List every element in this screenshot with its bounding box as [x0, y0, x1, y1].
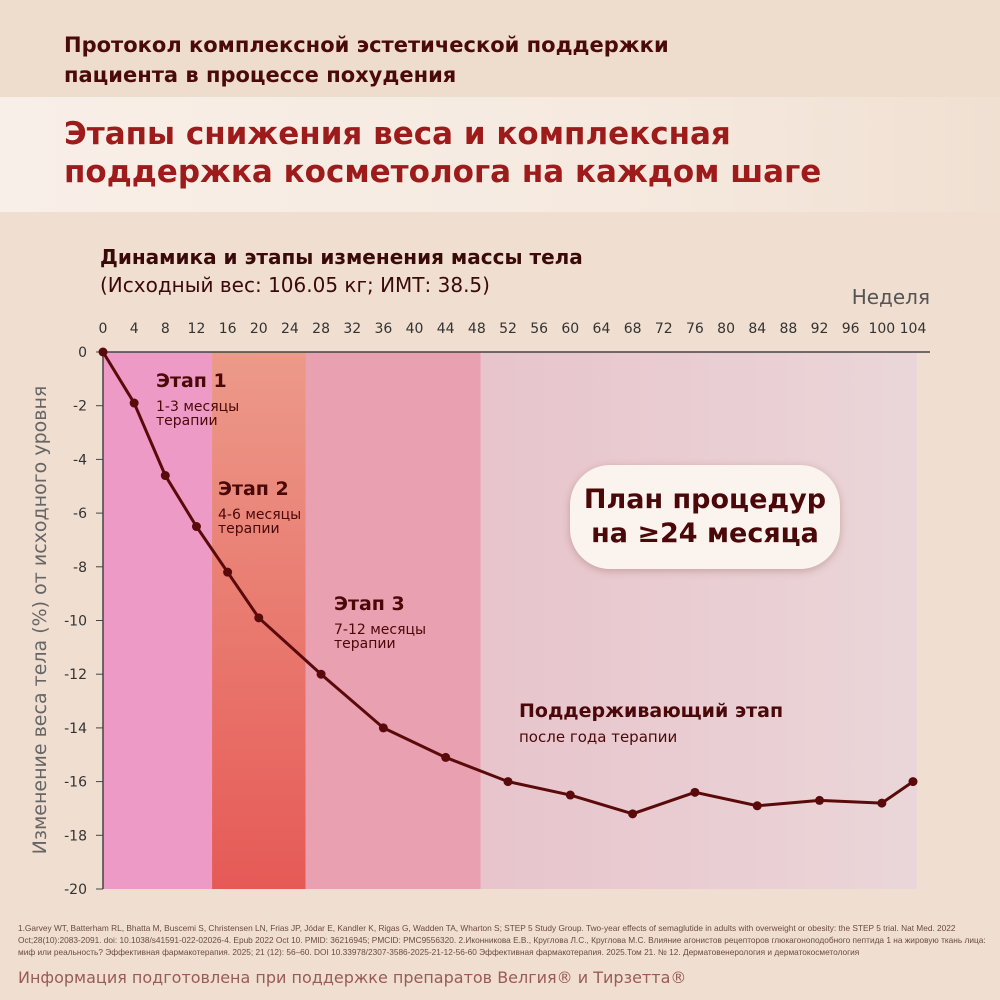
stage-band-1: [103, 352, 213, 889]
y-axis-label: Изменение веса тела (%) от исходного уро…: [29, 386, 51, 855]
stage-4-title: Поддерживающий этап: [519, 700, 784, 722]
x-tick-label: 56: [530, 321, 548, 337]
data-point: [503, 777, 513, 787]
data-point: [441, 752, 451, 762]
y-tick-label: -10: [64, 614, 87, 630]
chart-subtitle: Динамика и этапы изменения массы тела (Ис…: [100, 243, 583, 299]
stage-1-label: Этап 1 1-3 месяцы терапии: [156, 370, 239, 428]
title-line2: поддержка косметолога на каждом шаге: [64, 154, 822, 190]
x-tick-label: 28: [312, 321, 330, 337]
data-point: [565, 790, 575, 800]
data-point: [160, 471, 170, 481]
plan-badge: План процедур на ≥24 месяца: [570, 465, 840, 569]
x-axis-label: Неделя: [852, 285, 930, 309]
y-tick-label: 0: [78, 345, 87, 361]
data-point: [316, 669, 326, 679]
data-point: [378, 723, 388, 733]
x-tick-label: 72: [655, 321, 673, 337]
stage-3-sub1: 7-12 месяцы: [334, 622, 427, 638]
stage-2-label: Этап 2 4-6 месяцы терапии: [218, 478, 301, 536]
data-point: [908, 777, 918, 787]
x-tick-label: 8: [161, 321, 170, 337]
data-point: [223, 567, 233, 577]
y-tick-label: -4: [73, 452, 87, 468]
x-tick-label: 52: [499, 321, 517, 337]
stage-3-title: Этап 3: [334, 593, 405, 615]
y-tick-label: -20: [64, 882, 87, 898]
stage-2-sub1: 4-6 месяцы: [218, 507, 302, 523]
x-tick-label: 4: [130, 321, 139, 337]
x-tick-label: 104: [900, 321, 927, 337]
x-tick-label: 96: [842, 321, 860, 337]
stage-1-sub1: 1-3 месяцы: [156, 399, 240, 415]
stage-1-title: Этап 1: [156, 370, 227, 392]
plan-line1: План процедур: [583, 484, 827, 515]
stage-band-3: [305, 352, 481, 889]
x-tick-label: 68: [624, 321, 642, 337]
stage-4-label: Поддерживающий этап после года терапии: [519, 700, 784, 746]
x-tick-label: 80: [717, 321, 735, 337]
x-tick-label: 48: [468, 321, 486, 337]
title-band: Этапы снижения веса и комплексная поддерж…: [0, 97, 1000, 212]
x-tick-label: 0: [99, 321, 108, 337]
header-line2: пациента в процессе похудения: [64, 63, 457, 87]
stage-band-4: [480, 352, 917, 889]
data-point: [752, 801, 762, 811]
data-point: [98, 347, 108, 357]
stage-2-sub2: терапии: [218, 521, 280, 537]
data-point: [254, 613, 264, 623]
sponsor-info: Информация подготовлена при поддержке пр…: [18, 968, 687, 987]
x-tick-label: 44: [437, 321, 455, 337]
stage-4-sub1: после года терапии: [519, 728, 678, 746]
x-tick-label: 12: [188, 321, 206, 337]
x-tick-label: 92: [811, 321, 829, 337]
x-tick-label: 88: [779, 321, 797, 337]
x-tick-label: 24: [281, 321, 299, 337]
subtitle-line2: (Исходный вес: 106.05 кг; ИМТ: 38.5): [100, 273, 490, 297]
plan-line2: на ≥24 месяца: [591, 518, 819, 549]
y-tick-label: -2: [73, 399, 87, 415]
header: Протокол комплексной эстетической поддер…: [0, 0, 1000, 97]
y-tick-label: -12: [64, 667, 87, 683]
stage-1-sub2: терапии: [156, 413, 218, 429]
stage-2-title: Этап 2: [218, 478, 289, 500]
data-point: [191, 522, 201, 532]
data-point: [690, 787, 700, 797]
x-tick-label: 32: [343, 321, 361, 337]
data-point: [877, 798, 887, 808]
stage-3-label: Этап 3 7-12 месяцы терапии: [334, 593, 426, 651]
x-tick-label: 60: [561, 321, 579, 337]
x-tick-label: 40: [406, 321, 424, 337]
x-tick-label: 76: [686, 321, 704, 337]
y-tick-label: -14: [64, 721, 87, 737]
x-tick-label: 20: [250, 321, 268, 337]
title-line1: Этапы снижения веса и комплексная: [64, 116, 731, 152]
x-tick-label: 84: [748, 321, 766, 337]
data-point: [628, 809, 638, 819]
x-tick-label: 64: [593, 321, 611, 337]
footnote: 1.Garvey WT, Batterham RL, Bhatta M, Bus…: [18, 923, 986, 957]
y-tick-label: -16: [64, 775, 87, 791]
data-point: [815, 795, 825, 805]
header-line1: Протокол комплексной эстетической поддер…: [64, 33, 669, 57]
y-tick-label: -18: [64, 828, 87, 844]
y-tick-label: -8: [73, 560, 87, 576]
subtitle-line1: Динамика и этапы изменения массы тела: [100, 245, 583, 269]
stage-3-sub2: терапии: [334, 636, 396, 652]
y-tick-label: -6: [73, 506, 87, 522]
x-tick-label: 100: [868, 321, 895, 337]
x-tick-label: 36: [374, 321, 392, 337]
data-point: [129, 398, 139, 408]
x-tick-label: 16: [219, 321, 237, 337]
